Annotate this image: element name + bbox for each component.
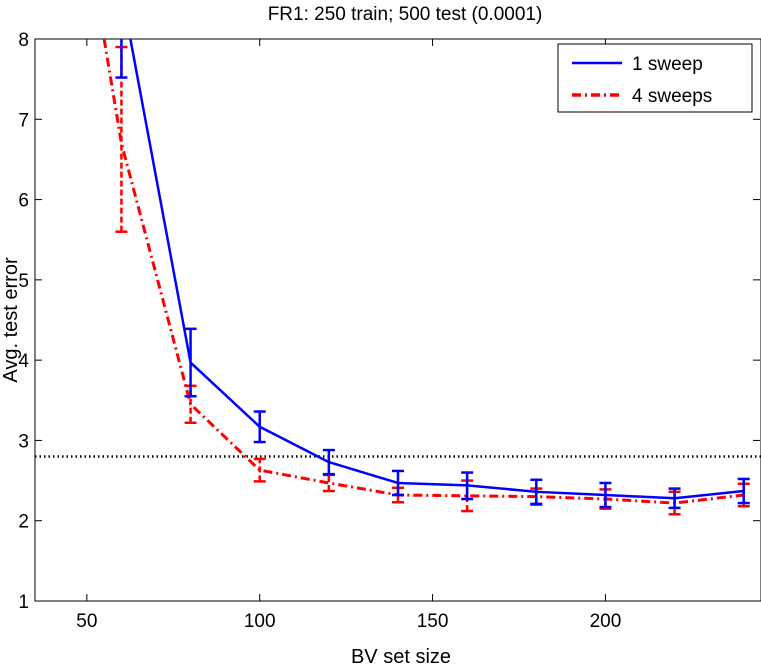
legend-label-1-sweep: 1 sweep [632,54,703,75]
y-tick-label: 4 [18,351,29,372]
axis-ticks: 50 100 150 200 1 2 3 4 5 6 7 8 [18,30,760,632]
y-tick-label: 1 [18,592,29,613]
legend-label-4-sweeps: 4 sweeps [632,86,712,107]
legend-box [557,43,753,113]
x-tick-label: 50 [76,611,97,632]
x-axis-label: BV set size [351,646,451,667]
chart-title: FR1: 250 train; 500 test (0.0001) [268,4,543,25]
legend: 1 sweep 4 sweeps [557,43,753,113]
y-tick-label: 8 [18,30,29,51]
y-tick-label: 7 [18,110,29,131]
y-axis-label: Avg. test error [0,257,22,383]
series-line-1-sweep [129,39,744,500]
y-tick-label: 3 [18,431,29,452]
plot-area-frame [34,38,761,602]
x-tick-label: 150 [417,611,449,632]
y-tick-label: 2 [18,512,29,533]
series-layer [102,39,750,516]
x-tick-label: 200 [590,611,622,632]
series-clip-group [102,39,750,516]
y-tick-label: 6 [18,191,29,212]
y-tick-label: 5 [18,271,29,292]
x-tick-label: 100 [244,611,276,632]
